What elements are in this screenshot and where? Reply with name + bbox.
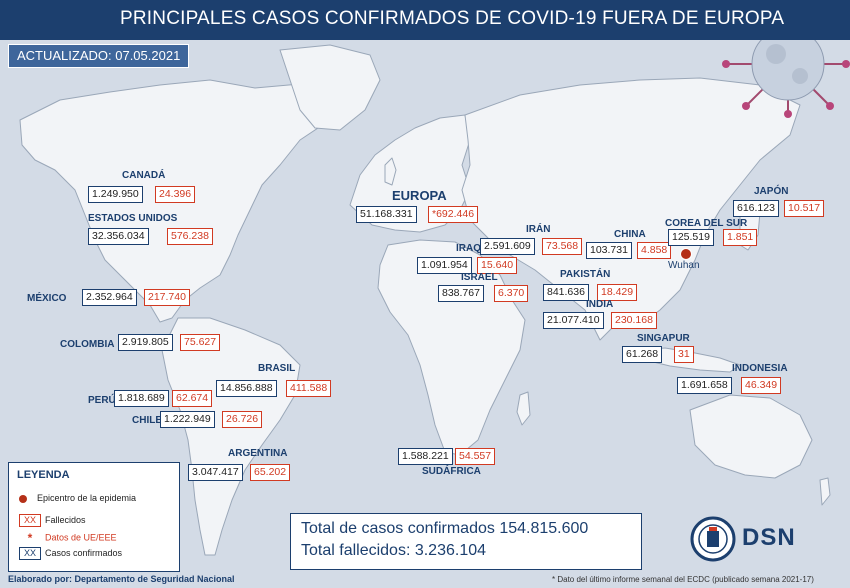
deaths-iran: 73.568 [542,238,583,255]
cases-sudafrica: 1.588.221 [398,448,453,465]
cases-japon: 616.123 [733,200,779,217]
cases-china: 103.731 [586,242,632,259]
legend-title: LEYENDA [17,469,70,481]
region-label-colombia: COLOMBIA [60,339,115,350]
legend-row-ue: * Datos de UE/EEE [19,531,117,545]
footnote-text: * Dato del último informe semanal del EC… [552,575,814,584]
cases-peru: 1.818.689 [114,390,169,407]
region-label-pakistan: PAKISTÁN [560,269,611,280]
deaths-europa: *692.446 [428,206,479,223]
deaths-usa: 576.238 [167,228,213,245]
cases-usa: 32.356.034 [88,228,149,245]
deaths-japon: 10.517 [784,200,825,217]
legend-epicenter-text: Epicentro de la epidemia [37,493,137,503]
page-title: PRINCIPALES CASOS CONFIRMADOS DE COVID-1… [120,8,785,29]
coat-of-arms-icon [690,516,736,562]
legend-deaths-text: Fallecidos [45,514,86,525]
europe-landmass [349,114,471,233]
region-label-mexico: MÉXICO [27,293,67,304]
region-label-peru: PERÚ [88,395,116,406]
uk-landmass [384,157,397,186]
dsn-logo-text: DSN [742,524,796,551]
greenland-landmass [279,44,381,131]
cases-argentina: 3.047.417 [188,464,243,481]
legend-row-deaths: XX Fallecidos [19,514,86,527]
epicenter-label: Wuhan [668,260,700,271]
deaths-indonesia: 46.349 [741,377,782,394]
cases-mexico: 2.352.964 [82,289,137,306]
asterisk-icon: * [27,531,33,545]
region-label-chile: CHILE [132,415,162,426]
region-label-canada: CANADÁ [122,170,166,181]
region-label-indonesia: INDONESIA [732,363,788,374]
deaths-sample-box: XX [19,514,41,527]
legend-row-cases: XX Casos confirmados [19,547,122,560]
dsn-logo: DSN [690,516,840,566]
cases-singapur: 61.268 [622,346,663,363]
title-band [0,0,850,40]
legend-ue-text: Datos de UE/EEE [45,532,117,543]
credit-text: Elaborado por: Departamento de Seguridad… [8,574,235,584]
region-label-israel: ISRAEL [461,272,498,283]
region-label-iraq: IRAQ [456,243,481,254]
australia-landmass [689,394,813,479]
region-label-argentina: ARGENTINA [228,448,288,459]
deaths-india: 230.168 [611,312,657,329]
cases-chile: 1.222.949 [160,411,215,428]
cases-iraq: 1.091.954 [417,257,472,274]
deaths-sudafrica: 54.557 [455,448,496,465]
total-deaths: Total fallecidos: 3.236.104 [301,542,487,559]
region-label-corea: COREA DEL SUR [665,218,748,229]
updated-badge: ACTUALIZADO: 07.05.2021 [8,44,190,68]
cases-corea: 125.519 [668,229,714,246]
legend-box: LEYENDA Epicentro de la epidemia XX Falle… [8,462,180,572]
deaths-peru: 62.674 [172,390,213,407]
deaths-colombia: 75.627 [180,334,221,351]
epicenter-dot-icon [19,494,27,503]
deaths-argentina: 65.202 [250,464,291,481]
deaths-mexico: 217.740 [144,289,190,306]
deaths-brasil: 411.588 [286,380,332,397]
cases-brasil: 14.856.888 [216,380,277,397]
cases-india: 21.077.410 [543,312,604,329]
region-label-europa: EUROPA [392,188,447,203]
deaths-singapur: 31 [674,346,694,363]
cases-europa: 51.168.331 [356,206,417,223]
deaths-china: 4.858 [637,242,672,259]
total-cases: Total de casos confirmados 154.815.600 [301,520,589,537]
legend-cases-text: Casos confirmados [45,547,123,558]
cases-colombia: 2.919.805 [118,334,173,351]
deaths-chile: 26.726 [222,411,263,428]
region-label-india: INDIA [586,299,614,310]
epicenter-dot [680,248,692,260]
region-label-japon: JAPÓN [754,186,789,197]
cases-indonesia: 1.691.658 [677,377,732,394]
cases-iran: 2.591.609 [480,238,535,255]
asia-landmass [461,77,801,341]
region-label-china: CHINA [614,229,646,240]
region-label-usa: ESTADOS UNIDOS [88,213,178,224]
new-zealand-landmass [819,477,831,506]
madagascar-landmass [516,391,531,426]
cases-israel: 838.767 [438,285,484,302]
cases-canada: 1.249.950 [88,186,143,203]
deaths-pakistan: 18.429 [597,284,638,301]
cases-pakistan: 841.636 [543,284,589,301]
region-label-sudafrica: SUDÁFRICA [422,466,481,477]
deaths-corea: 1.851 [723,229,758,246]
legend-row-epicenter: Epicentro de la epidemia [19,493,136,503]
deaths-israel: 6.370 [494,285,529,302]
deaths-canada: 24.396 [155,186,196,203]
region-label-brasil: BRASIL [258,363,296,374]
region-label-iran: IRÁN [526,224,551,235]
totals-box: Total de casos confirmados 154.815.600 T… [290,513,642,570]
deaths-iraq: 15.640 [477,257,518,274]
cases-sample-box: XX [19,547,41,560]
region-label-singapur: SINGAPUR [637,333,690,344]
